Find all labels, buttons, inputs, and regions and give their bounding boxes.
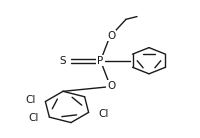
Text: Cl: Cl	[29, 113, 39, 123]
Text: S: S	[60, 56, 66, 66]
Text: O: O	[107, 31, 115, 41]
Text: P: P	[97, 56, 103, 66]
Text: O: O	[107, 81, 115, 91]
Text: Cl: Cl	[25, 95, 35, 105]
Text: Cl: Cl	[98, 109, 109, 120]
